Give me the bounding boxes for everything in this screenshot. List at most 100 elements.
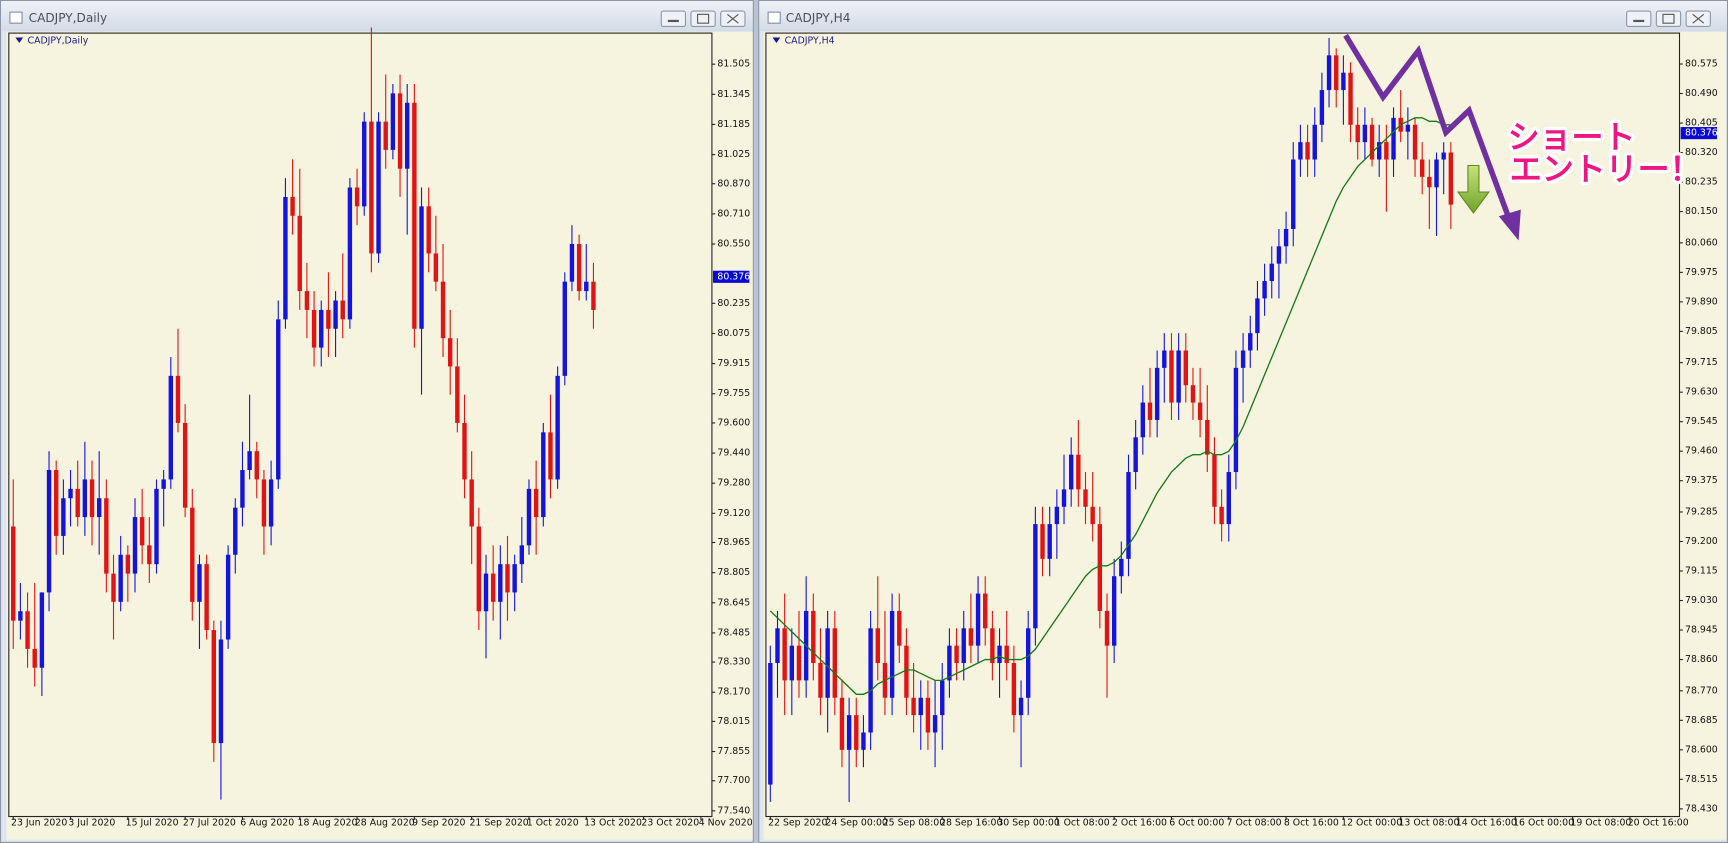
candle-body	[1169, 350, 1174, 403]
candle-body	[168, 375, 174, 480]
candle-body	[147, 545, 152, 565]
candle-body	[11, 526, 16, 621]
x-tick-label: 20 Oct 16:00	[1628, 818, 1689, 829]
candle-body	[1197, 402, 1203, 420]
minimize-button[interactable]	[660, 10, 687, 28]
candle-body	[1033, 524, 1038, 629]
candle-body	[1341, 72, 1346, 91]
candle-body	[218, 639, 224, 744]
y-tick-label: 80.405	[1685, 118, 1718, 129]
candle-body	[1319, 90, 1325, 125]
candle-body	[426, 206, 431, 254]
x-tick-label: 23 Jun 2020	[11, 818, 67, 829]
maximize-button[interactable]	[1655, 10, 1682, 28]
y-tick-label: 81.345	[717, 89, 750, 100]
annotation-layer: ショート エントリー！	[1343, 33, 1705, 241]
x-tick-label: 21 Sep 2020	[469, 818, 528, 829]
y-tick-label: 79.375	[1685, 475, 1718, 486]
candle-body	[584, 281, 589, 292]
candle-body	[197, 564, 202, 602]
current-price-label: 80.376	[1685, 128, 1718, 139]
y-tick-label: 79.460	[1685, 446, 1718, 457]
minimize-button[interactable]	[1626, 10, 1652, 28]
candle-body	[1391, 117, 1396, 160]
candle-body	[1348, 72, 1353, 125]
close-icon	[1692, 13, 1705, 24]
candle-body	[796, 645, 802, 681]
candle-body	[1212, 454, 1217, 507]
candle-body	[333, 300, 338, 329]
candle-body	[32, 648, 37, 668]
candle-body	[1026, 628, 1031, 698]
candle-body	[811, 610, 816, 664]
maximize-icon	[1662, 13, 1675, 24]
y-tick-label: 81.505	[717, 59, 750, 70]
candle-body	[775, 628, 780, 664]
x-tick-label: 2 Oct 16:00	[1112, 818, 1167, 829]
candle-body	[782, 628, 787, 681]
y-tick-label: 78.600	[1685, 744, 1718, 755]
y-tick-label: 78.685	[1685, 715, 1718, 726]
candle-body	[75, 488, 80, 518]
menu-triangle	[15, 37, 24, 44]
x-tick-label: 13 Oct 2020	[584, 818, 642, 829]
candle-body	[889, 610, 895, 698]
y-tick-label: 78.805	[717, 567, 750, 578]
candle-body	[39, 592, 45, 668]
y-tick-label: 78.170	[717, 687, 750, 698]
candle-body	[405, 102, 410, 169]
candle-body	[904, 645, 909, 698]
candle-body	[161, 479, 166, 489]
candle-body	[576, 244, 582, 292]
annotation-text: ショート	[1508, 118, 1636, 156]
candle-body	[1405, 124, 1411, 132]
x-tick-label: 19 Oct 08:00	[1570, 818, 1631, 829]
x-tick-label: 27 Jul 2020	[183, 818, 236, 829]
candle-body	[261, 479, 267, 527]
candle-body	[490, 573, 496, 602]
candle-body	[548, 432, 553, 480]
x-tick-label: 9 Sep 2020	[412, 818, 465, 829]
plot-frame	[8, 32, 713, 818]
candle-body	[340, 300, 345, 320]
candle-body	[1369, 124, 1375, 160]
candle-body	[1190, 385, 1196, 403]
candle-body	[419, 206, 424, 329]
candle-body	[498, 564, 503, 602]
candle-body	[54, 470, 59, 536]
maximize-button[interactable]	[690, 10, 716, 28]
y-tick-label: 79.115	[1685, 566, 1718, 577]
y-tick-label: 77.855	[717, 746, 750, 757]
candle-body	[68, 488, 73, 499]
x-tick-label: 3 Jul 2020	[68, 818, 115, 829]
candle-body	[918, 697, 923, 716]
candle-body	[354, 187, 360, 207]
candle-body	[1176, 350, 1181, 403]
y-tick-label: 80.060	[1685, 237, 1718, 248]
candle-body	[376, 121, 381, 254]
candle-body	[968, 628, 974, 646]
candle-body	[1362, 124, 1368, 143]
candle-body	[483, 573, 489, 612]
candle-body	[276, 319, 281, 480]
y-tick-label: 78.330	[717, 657, 750, 668]
y-tick-label: 79.200	[1685, 536, 1718, 547]
candle-body	[1226, 472, 1231, 525]
y-tick-label: 80.575	[1685, 59, 1718, 70]
candle-body	[254, 451, 259, 480]
candle-body	[369, 121, 374, 254]
candle-body	[1412, 124, 1418, 160]
y-tick-label: 81.185	[717, 119, 750, 130]
candle-body	[311, 309, 317, 348]
candle-body	[1154, 367, 1160, 420]
y-tick-label: 78.015	[717, 716, 750, 727]
candle-body	[139, 517, 145, 546]
y-tick-label: 80.710	[717, 208, 750, 219]
candle-body	[1104, 610, 1110, 646]
candle-body	[104, 498, 109, 574]
x-tick-label: 1 Oct 08:00	[1055, 818, 1110, 829]
x-tick-label: 24 Sep 00:00	[825, 818, 887, 829]
y-tick-label: 78.945	[1685, 625, 1718, 636]
